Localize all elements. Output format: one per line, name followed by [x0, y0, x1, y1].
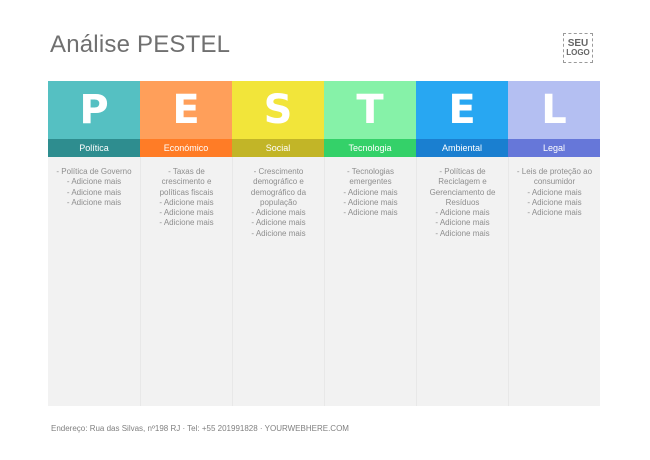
- list-item: - Adicione mais: [343, 197, 398, 207]
- list-item: - Política de Governo: [56, 167, 132, 176]
- letter-block: T: [324, 81, 416, 139]
- letter: E: [448, 87, 476, 133]
- list-item: - Adicione mais: [66, 177, 122, 187]
- list-item: - Políticas de Reciclagem e Gerenciament…: [429, 167, 496, 207]
- column-label: Económico: [140, 139, 232, 157]
- column-body: - Política de Governo - Adicione mais - …: [48, 157, 140, 406]
- column-body: - Crescimento demográfico e demográfico …: [232, 157, 324, 406]
- list-item: - Tecnologias emergentes: [347, 167, 394, 187]
- letter-block: L: [508, 81, 600, 139]
- letter: L: [541, 87, 567, 133]
- letter-block: P: [48, 81, 140, 139]
- column-body: - Leis de proteção ao consumidor - Adici…: [508, 157, 600, 406]
- pestel-grid: P Política - Política de Governo - Adici…: [48, 81, 600, 406]
- letter: P: [79, 87, 109, 133]
- list-item: - Adicione mais: [435, 208, 490, 218]
- letter: E: [172, 87, 200, 133]
- column-label: Ambiental: [416, 139, 508, 157]
- list-item: - Crescimento demográfico e demográfico …: [250, 167, 307, 207]
- column-economico: E Económico - Taxas de crescimento e pol…: [140, 81, 232, 406]
- column-label: Legal: [508, 139, 600, 157]
- list-item: - Adicione mais: [527, 197, 582, 207]
- footer-contact: Endereço: Rua das Silvas, nº198 RJ · Tel…: [51, 424, 349, 433]
- list-item: - Adicione mais: [343, 208, 398, 218]
- column-label: Tecnologia: [324, 139, 416, 157]
- column-legal: L Legal - Leis de proteção ao consumidor…: [508, 81, 600, 406]
- list-item: - Adicione mais: [159, 218, 214, 228]
- column-label: Social: [232, 139, 324, 157]
- list-item: - Adicione mais: [435, 218, 490, 228]
- list-item: - Adicione mais: [159, 197, 214, 207]
- list-item: - Adicione mais: [343, 187, 398, 197]
- list-item: - Adicione mais: [527, 208, 582, 218]
- list-item: - Adicione mais: [251, 228, 306, 238]
- letter: S: [263, 87, 293, 133]
- column-social: S Social - Crescimento demográfico e dem…: [232, 81, 324, 406]
- letter: T: [356, 87, 384, 133]
- column-body: - Tecnologias emergentes - Adicione mais…: [324, 157, 416, 406]
- letter-block: S: [232, 81, 324, 139]
- column-body: - Taxas de crescimento e políticas fisca…: [140, 157, 232, 406]
- list-item: - Adicione mais: [527, 187, 582, 197]
- list-item: - Leis de proteção ao consumidor: [516, 167, 593, 187]
- column-politica: P Política - Política de Governo - Adici…: [48, 81, 140, 406]
- list-item: - Adicione mais: [66, 197, 122, 207]
- list-item: - Taxas de crescimento e políticas fisca…: [159, 167, 214, 197]
- logo-line-2: LOGO: [566, 48, 590, 57]
- list-item: - Adicione mais: [435, 228, 490, 238]
- page-title: Análise PESTEL: [50, 31, 231, 58]
- list-item: - Adicione mais: [159, 208, 214, 218]
- column-label: Política: [48, 139, 140, 157]
- column-body: - Políticas de Reciclagem e Gerenciament…: [416, 157, 508, 406]
- list-item: - Adicione mais: [251, 218, 306, 228]
- list-item: - Adicione mais: [66, 187, 122, 197]
- letter-block: E: [140, 81, 232, 139]
- logo-placeholder: SEU LOGO: [563, 33, 593, 63]
- letter-block: E: [416, 81, 508, 139]
- column-tecnologia: T Tecnologia - Tecnologias emergentes - …: [324, 81, 416, 406]
- list-item: - Adicione mais: [251, 208, 306, 218]
- column-ambiental: E Ambiental - Políticas de Reciclagem e …: [416, 81, 508, 406]
- logo-line-1: SEU: [567, 38, 589, 49]
